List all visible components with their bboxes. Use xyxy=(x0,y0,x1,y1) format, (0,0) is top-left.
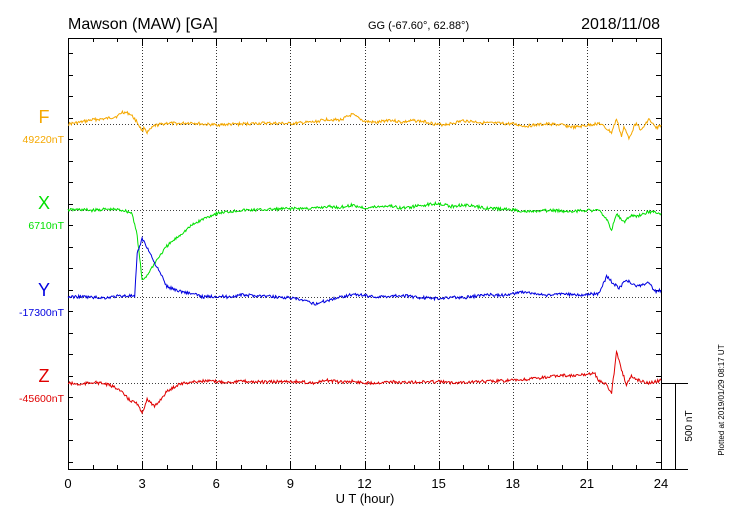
x-axis-label: U T (hour) xyxy=(336,491,395,506)
scale-bar: 500 nT xyxy=(662,383,695,470)
baseline-value-z: -45600nT xyxy=(19,393,65,405)
series-name-x: X xyxy=(38,193,50,213)
x-tick-label: 6 xyxy=(213,476,220,491)
axis-ticks xyxy=(68,38,662,469)
series-name-f: F xyxy=(39,107,50,127)
x-tick-label: 18 xyxy=(506,476,520,491)
trace-f xyxy=(67,109,662,141)
x-tick-label: 21 xyxy=(580,476,594,491)
plot-frame xyxy=(68,38,662,470)
x-tick-labels: 0 3 6 9 12 15 18 21 24 xyxy=(64,476,668,491)
series-name-z: Z xyxy=(39,366,50,386)
x-tick-label: 12 xyxy=(357,476,371,491)
date-label: 2018/11/08 xyxy=(581,16,660,33)
trace-y xyxy=(67,235,662,306)
series-labels: F 49220nT X 6710nT Y -17300nT Z -45600nT xyxy=(19,107,65,405)
plotted-timestamp: Plotted at 2019/01/29 08:17 UT xyxy=(717,344,726,455)
x-tick-label: 0 xyxy=(64,476,71,491)
x-tick-label: 3 xyxy=(139,476,146,491)
baselines xyxy=(68,124,661,384)
x-tick-label: 24 xyxy=(654,476,668,491)
trace-x xyxy=(67,200,662,280)
scale-bar-label: 500 nT xyxy=(684,410,695,441)
baseline-value-x: 6710nT xyxy=(28,220,64,232)
x-tick-label: 15 xyxy=(431,476,445,491)
vertical-gridlines xyxy=(142,38,588,469)
baseline-value-y: -17300nT xyxy=(19,307,65,319)
station-title: Mawson (MAW) [GA] xyxy=(68,16,218,33)
baseline-value-f: 49220nT xyxy=(23,134,65,146)
coordinates-label: GG (-67.60°, 62.88°) xyxy=(368,20,469,32)
trace-z xyxy=(67,349,662,415)
x-tick-label: 9 xyxy=(287,476,294,491)
series-name-y: Y xyxy=(38,280,50,300)
series-traces xyxy=(67,109,662,415)
